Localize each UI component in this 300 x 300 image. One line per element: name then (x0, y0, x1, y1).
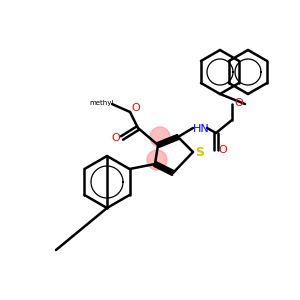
Circle shape (147, 150, 167, 170)
Text: O: O (219, 145, 227, 155)
Circle shape (150, 127, 170, 147)
Text: S: S (196, 146, 205, 160)
Text: HN: HN (193, 124, 209, 134)
Text: methyl: methyl (90, 100, 114, 106)
Text: O: O (235, 98, 243, 108)
Text: O: O (112, 133, 120, 143)
Text: O: O (132, 103, 140, 113)
